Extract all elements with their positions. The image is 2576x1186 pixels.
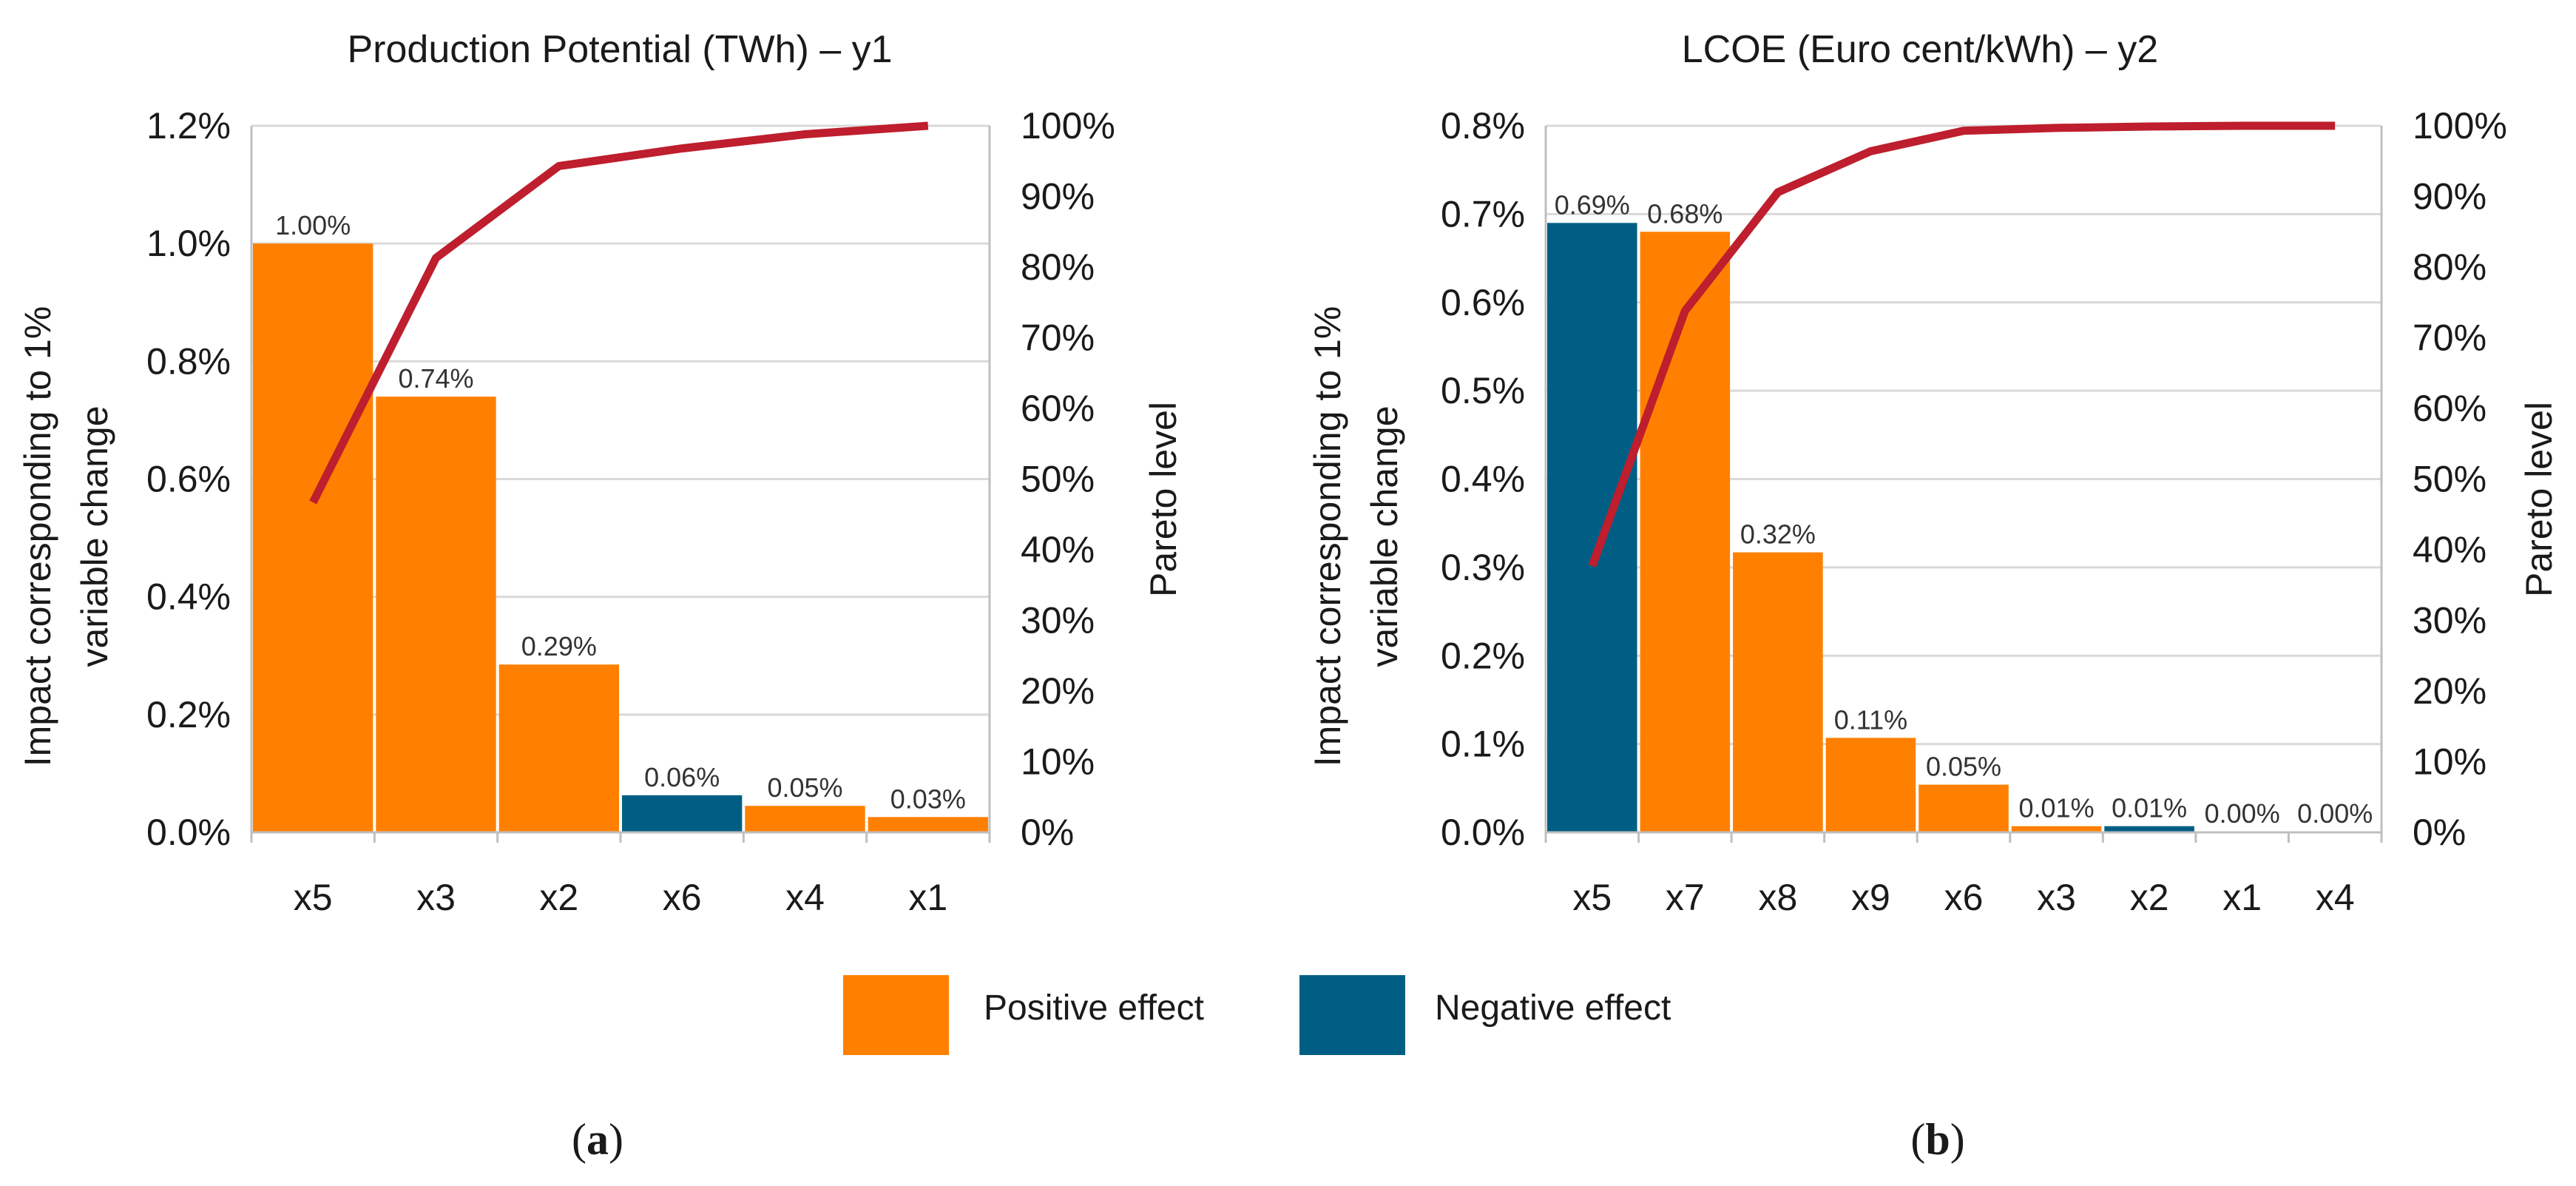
x-tick-label: x6: [1944, 877, 1984, 918]
y-tick-label: 0.2%: [146, 694, 231, 735]
y2-tick-label: 100%: [2413, 105, 2507, 146]
y2-tick-label: 40%: [1021, 529, 1095, 570]
y2-tick-label: 40%: [2413, 529, 2487, 570]
panel-label-b: (b): [1910, 1115, 1964, 1164]
y2-tick-label: 90%: [2413, 176, 2487, 218]
y2-axis-label: Pareto level: [2518, 402, 2560, 597]
data-label: 0.05%: [767, 772, 842, 803]
panel-label-a: (a): [572, 1115, 623, 1164]
y-tick-label: 1.0%: [146, 223, 231, 264]
bar-x5: [253, 243, 373, 832]
y2-tick-label: 80%: [1021, 246, 1095, 288]
y-tick-label: 0.4%: [1441, 459, 1525, 500]
y2-tick-label: 20%: [2413, 670, 2487, 712]
y2-tick-label: 70%: [2413, 317, 2487, 359]
bar-x8: [1733, 553, 1823, 832]
y-tick-label: 0.7%: [1441, 193, 1525, 235]
y2-tick-label: 50%: [1021, 459, 1095, 500]
data-label: 0.29%: [521, 631, 597, 661]
x-tick-label: x6: [663, 877, 702, 918]
x-tick-label: x9: [1851, 877, 1890, 918]
y-tick-label: 0.0%: [1441, 812, 1525, 853]
y2-tick-label: 0%: [2413, 812, 2466, 853]
data-label: 0.01%: [2019, 793, 2095, 823]
bar-x6: [622, 795, 742, 832]
chart-title: Production Potential (TWh) – y1: [348, 28, 893, 71]
y-axis-label-line-2: variable change: [74, 405, 115, 667]
bar-x6: [1919, 785, 2009, 832]
x-tick-label: x5: [294, 877, 333, 918]
data-label: 0.74%: [398, 363, 473, 394]
bar-x2: [499, 664, 619, 832]
data-label: 0.01%: [2112, 793, 2187, 823]
data-label: 0.05%: [1926, 752, 2001, 782]
legend-label-negative: Negative effect: [1435, 988, 1671, 1028]
x-tick-label: x5: [1572, 877, 1612, 918]
y-tick-label: 1.2%: [146, 105, 231, 146]
y2-tick-label: 100%: [1021, 105, 1115, 146]
figure: Production Potential (TWh) – y1 Impact c…: [0, 0, 2576, 1182]
y2-tick-label: 30%: [2413, 600, 2487, 641]
legend-swatch-negative: [1299, 975, 1405, 1055]
chart-title: LCOE (Euro cent/kWh) – y2: [1682, 28, 2158, 71]
bar-x1: [868, 817, 988, 832]
data-label: 0.03%: [890, 784, 966, 814]
y2-tick-label: 50%: [2413, 459, 2487, 500]
figure-svg: Production Potential (TWh) – y1 Impact c…: [0, 0, 2576, 1182]
x-tick-label: x4: [785, 877, 825, 918]
y-tick-label: 0.6%: [146, 459, 231, 500]
y-tick-label: 0.8%: [1441, 105, 1525, 146]
y-tick-label: 0.6%: [1441, 282, 1525, 323]
y-tick-label: 0.0%: [146, 812, 231, 853]
data-label: 0.32%: [1740, 519, 1816, 550]
x-tick-label: x1: [2222, 877, 2262, 918]
y2-tick-label: 10%: [1021, 741, 1095, 783]
y-tick-label: 0.2%: [1441, 635, 1525, 676]
x-tick-label: x7: [1666, 877, 1705, 918]
x-tick-label: x2: [2130, 877, 2169, 918]
panel-letter-a: a: [586, 1115, 609, 1164]
data-label: 0.00%: [2297, 798, 2373, 829]
y-tick-label: 0.5%: [1441, 370, 1525, 411]
y-axis-label-line-1: Impact corresponding to 1%: [17, 306, 58, 767]
y2-tick-label: 60%: [1021, 388, 1095, 429]
y-axis-label-line-2: variable change: [1364, 405, 1405, 667]
x-tick-label: x8: [1758, 877, 1797, 918]
bar-x5: [1547, 223, 1637, 832]
y2-tick-label: 70%: [1021, 317, 1095, 359]
data-label: 1.00%: [275, 210, 351, 240]
data-label: 0.69%: [1555, 189, 1630, 220]
x-tick-label: x3: [2037, 877, 2076, 918]
data-label: 0.68%: [1647, 198, 1723, 229]
y-tick-label: 0.8%: [146, 340, 231, 382]
y2-tick-label: 10%: [2413, 741, 2487, 783]
legend-label-positive: Positive effect: [984, 988, 1204, 1028]
y2-tick-label: 0%: [1021, 812, 1074, 853]
bar-x4: [745, 806, 865, 832]
y2-tick-label: 60%: [2413, 388, 2487, 429]
x-tick-label: x2: [539, 877, 578, 918]
y-tick-label: 0.1%: [1441, 724, 1525, 765]
data-label: 0.11%: [1834, 704, 1907, 735]
x-tick-label: x3: [416, 877, 456, 918]
legend-swatch-positive: [843, 975, 949, 1055]
y2-tick-label: 20%: [1021, 670, 1095, 712]
bar-x3: [376, 397, 496, 832]
bar-x9: [1826, 738, 1916, 832]
y-tick-label: 0.4%: [146, 576, 231, 618]
y2-axis-label: Pareto level: [1143, 402, 1184, 597]
panel-letter-b: b: [1925, 1115, 1950, 1164]
y-axis-label-line-1: Impact corresponding to 1%: [1307, 306, 1348, 767]
x-tick-label: x4: [2316, 877, 2355, 918]
data-label: 0.06%: [644, 762, 720, 792]
y2-tick-label: 30%: [1021, 600, 1095, 641]
y-tick-label: 0.3%: [1441, 547, 1525, 588]
y2-tick-label: 80%: [2413, 246, 2487, 288]
data-label: 0.00%: [2205, 798, 2280, 829]
y2-tick-label: 90%: [1021, 176, 1095, 218]
x-tick-label: x1: [908, 877, 947, 918]
